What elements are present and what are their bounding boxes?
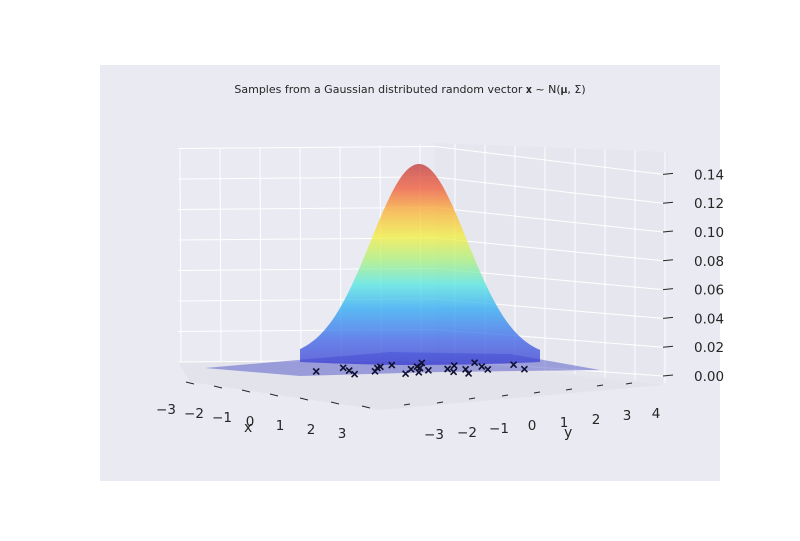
y-tick-label: 2 (592, 412, 601, 428)
z-tick-label: 0.02 (694, 340, 724, 356)
grid-line (434, 237, 664, 262)
sample-marker (450, 368, 458, 376)
grid-line (177, 176, 436, 180)
grid-line (177, 146, 436, 149)
x-axis-label: x (244, 420, 252, 436)
y-tick-label: −1 (489, 421, 509, 437)
y-tick-label: 1 (560, 415, 569, 431)
x-tick-label: −3 (156, 402, 176, 418)
sample-marker (312, 367, 320, 375)
sample-marker (351, 370, 359, 378)
y-tick-label: 0 (528, 418, 537, 434)
sample-marker (424, 366, 432, 374)
y-tick-label: −2 (457, 425, 477, 441)
y-axis: −3 −2 −1 0 1 2 3 4 (403, 382, 661, 443)
z-axis: 0.00 0.02 0.04 0.06 0.08 0.10 0.12 0.14 (662, 167, 724, 385)
y-axis-label: y (564, 425, 572, 441)
y-tick-label: 4 (652, 406, 661, 422)
grid-line (299, 147, 302, 363)
z-tick-label: 0.06 (694, 283, 724, 299)
grid-line (259, 148, 262, 363)
z-tick-label: 0.04 (694, 311, 724, 327)
sample-marker (418, 359, 426, 367)
chart-title: Samples from a Gaussian distributed rand… (234, 83, 585, 96)
sample-marker (510, 361, 518, 369)
z-tick-label: 0.08 (694, 254, 724, 270)
sample-marker (388, 361, 396, 369)
gaussian-surface (300, 164, 540, 365)
z-tick-label: 0.12 (694, 196, 724, 212)
x-axis: −3 −2 −1 0 1 2 3 (156, 381, 371, 442)
grid-line (179, 149, 182, 363)
z-tick-label: 0.14 (694, 167, 724, 183)
grid-line (434, 146, 664, 175)
sample-marker (339, 364, 347, 372)
sample-marker (345, 367, 353, 375)
z-tick-label: 0.10 (694, 225, 724, 241)
sample-marker (450, 362, 458, 370)
x-tick-label: 2 (307, 422, 316, 438)
x-tick-label: 1 (276, 418, 285, 434)
sample-marker (478, 363, 486, 371)
sample-marker (471, 359, 479, 367)
x-tick-label: 0 (246, 414, 255, 430)
sample-marker (402, 370, 410, 378)
sample-marker (484, 365, 492, 373)
sample-points (312, 359, 528, 378)
grid-line (219, 149, 222, 363)
y-tick-label: 3 (623, 408, 632, 424)
sample-marker (444, 365, 452, 373)
grid-line (434, 207, 664, 233)
sample-marker (416, 364, 424, 372)
x-tick-label: 3 (338, 426, 347, 442)
x-tick-label: −1 (212, 410, 232, 426)
sample-marker (465, 369, 473, 377)
sample-marker (376, 363, 384, 371)
sample-marker (520, 365, 528, 373)
z-tick-label: 0.00 (694, 369, 724, 385)
grid-line (434, 176, 664, 204)
y-tick-label: −3 (424, 427, 444, 443)
x-tick-label: −2 (184, 406, 204, 422)
